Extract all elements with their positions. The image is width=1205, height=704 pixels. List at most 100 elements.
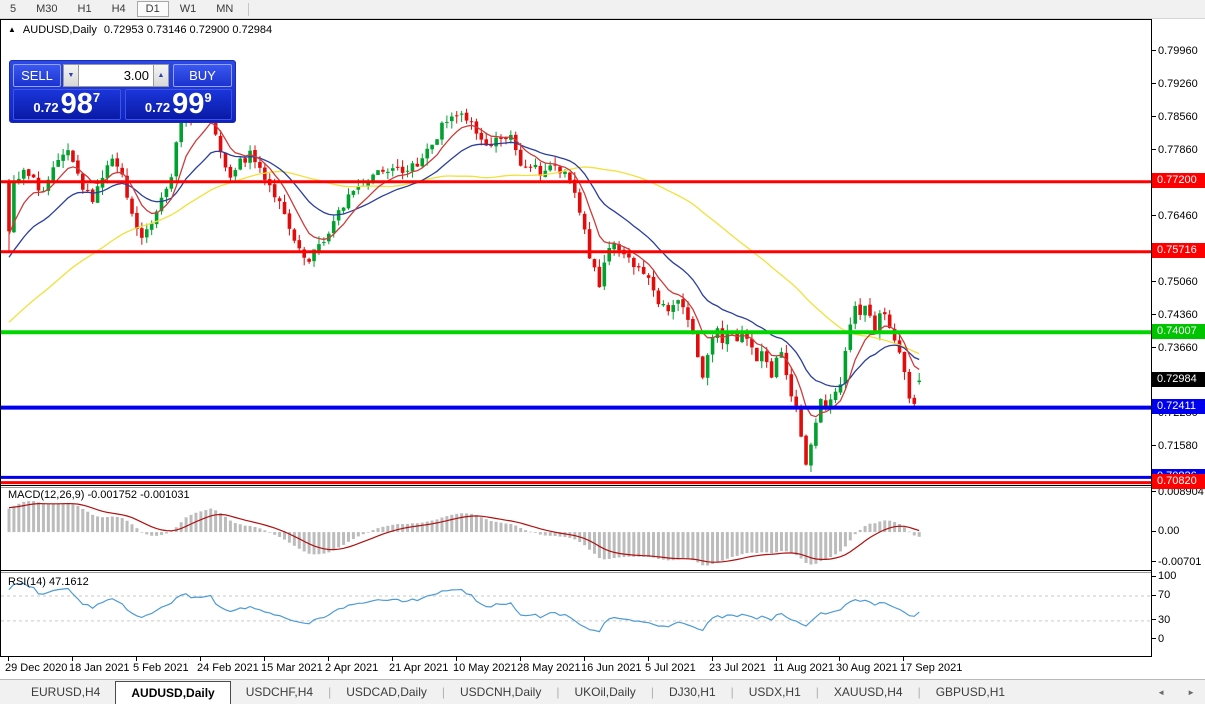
chart-tab-dj30-h1[interactable]: DJ30,H1 [668, 685, 716, 699]
sell-price-big: 98 [60, 88, 93, 120]
volume-input[interactable] [79, 64, 153, 87]
date-axis-tick [72, 657, 73, 661]
timeframe-toolbar: 5 M30 H1 H4 D1 W1 MN [0, 0, 1205, 19]
tab-separator: | [815, 685, 819, 699]
price-axis-tick: 0.79960 [1152, 44, 1198, 57]
timeframe-button-h4[interactable]: H4 [111, 3, 126, 15]
chart-tab-usdx-h1[interactable]: USDX,H1 [748, 685, 801, 699]
chart-tab-audusd-daily[interactable]: AUDUSD,Daily [115, 681, 231, 704]
date-axis-label: 17 Sep 2021 [900, 662, 963, 674]
chart-header: ▲ AUDUSD,Daily 0.72953 0.73146 0.72900 0… [8, 24, 272, 36]
macd-signal-line [8, 502, 920, 563]
pane-divider-line [1, 487, 1151, 488]
price-axis-tick: 0.74360 [1152, 308, 1198, 321]
rsi-indicator-label: RSI(14) 47.1612 [8, 576, 89, 588]
tabs-scroll-left-icon[interactable]: ◄ [1157, 688, 1166, 697]
date-axis-tick [648, 657, 649, 661]
buy-price-display[interactable]: 0.72 99 9 [124, 88, 232, 120]
date-axis-tick [903, 657, 904, 661]
price-axis-tick: 0.77860 [1152, 143, 1198, 156]
timeframe-button-h1[interactable]: H1 [77, 3, 92, 15]
price-level-badge: 0.77200 [1152, 173, 1205, 189]
date-axis-label: 23 Jul 2021 [709, 662, 766, 674]
volume-increase-button[interactable]: ▲ [153, 64, 169, 87]
date-axis-label: 5 Jul 2021 [645, 662, 696, 674]
tab-separator: | [917, 685, 921, 699]
price-axis-tick: 0.73660 [1152, 341, 1198, 354]
timeframe-button-5[interactable]: 5 [10, 3, 17, 15]
tab-separator: | [730, 685, 734, 699]
date-axis-tick [712, 657, 713, 661]
chart-tab-ukoil-daily[interactable]: UKOil,Daily [574, 685, 636, 699]
date-axis-label: 29 Dec 2020 [5, 662, 68, 674]
date-axis-label: 11 Aug 2021 [773, 662, 834, 674]
timeframe-button-w1[interactable]: W1 [179, 3, 197, 15]
buy-price-prefix: 0.72 [144, 100, 171, 115]
price-level-badge: 0.72411 [1152, 399, 1205, 415]
sell-button[interactable]: SELL [13, 64, 61, 87]
pane-divider[interactable] [1, 485, 1151, 486]
timeframe-button-mn[interactable]: MN [216, 3, 234, 15]
main-chart-pane[interactable] [1, 20, 1151, 485]
date-axis-tick [264, 657, 265, 661]
date-axis-label: 16 Jun 2021 [581, 662, 642, 674]
sell-price-pipette: 7 [92, 90, 101, 105]
volume-stepper: ▼ ▲ [63, 64, 171, 87]
price-axis-tick: 0.78560 [1152, 110, 1198, 123]
chart-tab-usdcad-daily[interactable]: USDCAD,Daily [346, 685, 427, 699]
chart-area[interactable]: ▲ AUDUSD,Daily 0.72953 0.73146 0.72900 0… [0, 19, 1151, 657]
price-level-badge: 0.75716 [1152, 243, 1205, 259]
chart-tab-usdchf-h4[interactable]: USDCHF,H4 [245, 685, 314, 699]
chart-tab-eurusd-h4[interactable]: EURUSD,H4 [31, 685, 101, 699]
toolbar-separator [248, 2, 250, 16]
date-axis-tick [839, 657, 840, 661]
horizontal-level-lines[interactable] [1, 180, 1151, 485]
rsi-line [8, 582, 920, 633]
timeframe-button-d1[interactable]: D1 [136, 1, 169, 17]
buy-price-big: 99 [172, 88, 205, 120]
rsi-pane[interactable] [1, 573, 1151, 657]
date-axis-tick [776, 657, 777, 661]
date-axis-label: 10 May 2021 [453, 662, 517, 674]
date-axis-tick [8, 657, 9, 661]
macd-axis-tick: 0.00 [1152, 525, 1179, 538]
date-axis[interactable]: 29 Dec 2020 18 Jan 2021 5 Feb 2021 24 Feb 2… [0, 657, 1205, 679]
tab-separator: | [441, 685, 445, 699]
date-axis-tick [456, 657, 457, 661]
date-axis-label: 30 Aug 2021 [836, 662, 898, 674]
rsi-axis-tick: 30 [1152, 613, 1170, 626]
tab-separator: | [328, 685, 332, 699]
sell-price-prefix: 0.72 [33, 100, 59, 115]
collapse-panel-icon[interactable]: ▲ [8, 25, 16, 34]
date-axis-tick [200, 657, 201, 661]
chart-tab-usdcnh-daily[interactable]: USDCNH,Daily [460, 685, 542, 699]
date-axis-tick [520, 657, 521, 661]
chart-tab-gbpusd-h1[interactable]: GBPUSD,H1 [935, 685, 1006, 699]
timeframe-button-m30[interactable]: M30 [36, 3, 58, 15]
date-axis-label: 24 Feb 2021 [197, 662, 259, 674]
pane-divider[interactable] [1, 570, 1151, 571]
chart-symbol-label: AUDUSD,Daily [22, 24, 97, 36]
chart-bottom-border [1, 656, 1151, 657]
tabs-scroll-right-icon[interactable]: ► [1187, 688, 1195, 697]
price-axis[interactable]: 0.79960 0.79260 0.78560 0.77860 0.76460 0.750… [1151, 19, 1205, 657]
date-axis-label: 5 Feb 2021 [133, 662, 189, 674]
macd-axis-tick: -0.00701 [1152, 555, 1201, 568]
volume-decrease-button[interactable]: ▼ [63, 64, 79, 87]
price-level-badge: 0.70820 [1152, 474, 1205, 490]
date-axis-tick [136, 657, 137, 661]
rsi-axis-tick: 100 [1152, 570, 1176, 583]
date-axis-tick [328, 657, 329, 661]
candles-group [7, 95, 921, 472]
macd-indicator-label: MACD(12,26,9) -0.001752 -0.001031 [8, 489, 190, 501]
price-level-badge: 0.74007 [1152, 323, 1205, 339]
buy-button[interactable]: BUY [173, 64, 232, 87]
sell-price-display[interactable]: 0.72 98 7 [13, 89, 121, 120]
chart-tab-xauusd-h4[interactable]: XAUUSD,H4 [833, 685, 903, 699]
chart-tabs-bar: EURUSD,H4 AUDUSD,Daily USDCHF,H4 | USDCAD,Da… [0, 679, 1205, 704]
date-axis-tick [584, 657, 585, 661]
macd-histogram [7, 501, 921, 566]
macd-pane[interactable] [1, 488, 1151, 570]
